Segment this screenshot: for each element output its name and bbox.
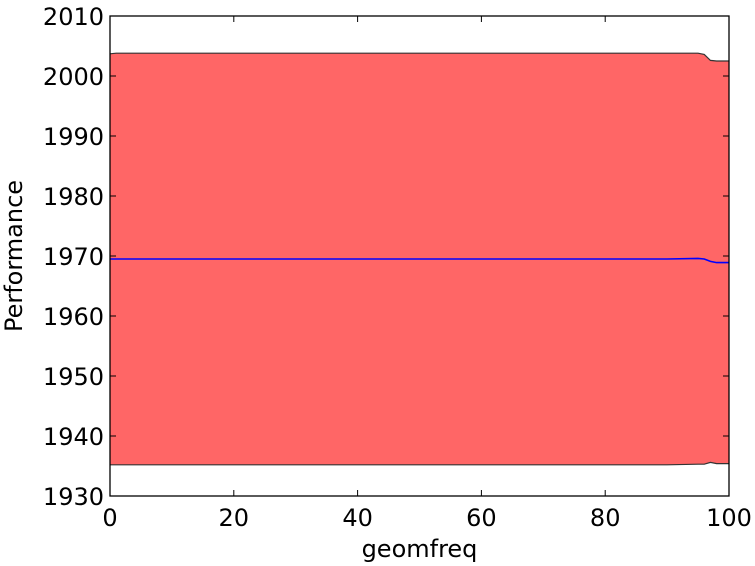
plot-area [109,52,729,466]
x-tick-label: 60 [466,504,497,532]
y-tick-label: 1980 [43,183,104,211]
x-tick-label: 80 [590,504,621,532]
x-tick-label: 0 [102,504,117,532]
mean-line [110,257,729,264]
x-axis-label: geomfreq [362,535,478,563]
x-tick-label: 40 [342,504,373,532]
x-tick-label: 100 [706,504,752,532]
x-tick-label: 20 [219,504,250,532]
y-tick-label: 2000 [43,63,104,91]
y-tick-label: 1950 [43,363,104,391]
y-axis-label: Performance [0,180,28,332]
ticks: 0 20 40 60 80 100 1930 1940 1950 1960 1970 1980 1990… [43,3,752,532]
y-tick-label: 1930 [43,483,104,511]
y-tick-label: 2010 [43,3,104,31]
y-tick-label: 1970 [43,243,104,271]
band-lower-edge [110,461,729,466]
band-upper-edge [109,52,729,62]
y-tick-label: 1940 [43,423,104,451]
y-tick-label: 1960 [43,303,104,331]
y-tick-label: 1990 [43,123,104,151]
